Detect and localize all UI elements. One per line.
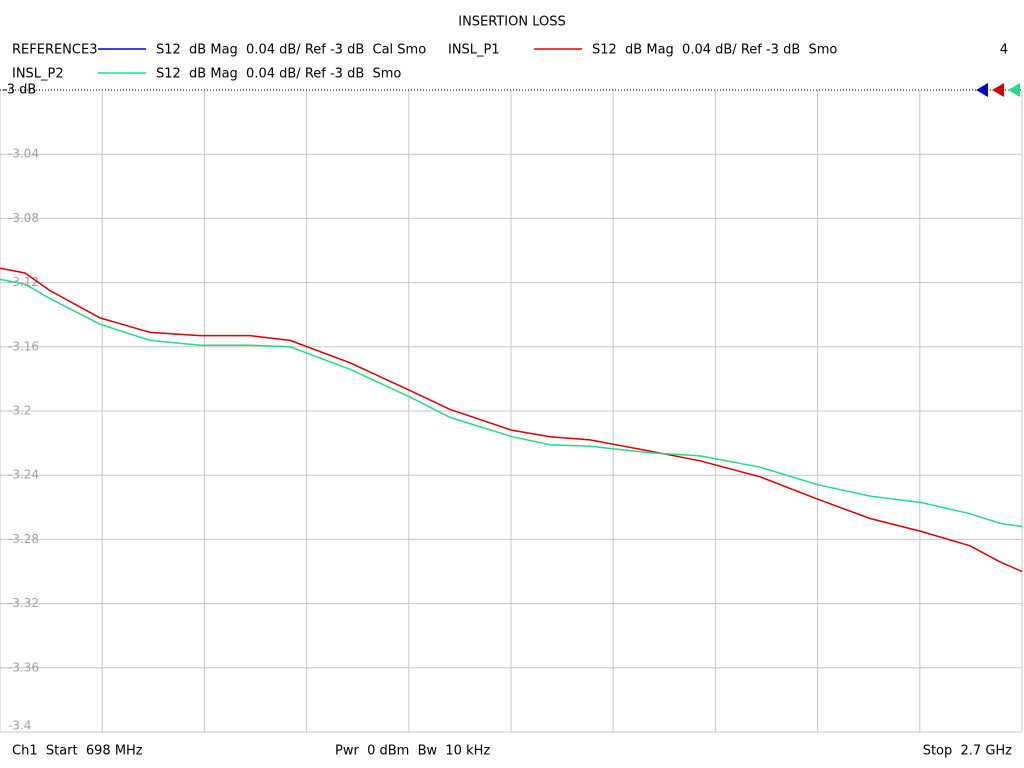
y-tick-label: -3.16 <box>8 339 39 353</box>
footer-power: Pwr 0 dBm Bw 10 kHz <box>335 744 490 759</box>
legend-name: INSL_P1 <box>448 43 500 58</box>
y-tick-label: -3.36 <box>8 660 39 674</box>
legend-name: REFERENCE3 <box>12 43 97 58</box>
chart-title: INSERTION LOSS <box>458 15 566 30</box>
reference-marker <box>976 83 988 97</box>
legend-description: S12 dB Mag 0.04 dB/ Ref -3 dB Smo <box>592 43 837 58</box>
reference-marker <box>992 83 1004 97</box>
y-tick-label: -3.12 <box>8 275 39 289</box>
y-tick-label: -3.24 <box>8 468 39 482</box>
trace <box>0 267 1023 573</box>
reference-marker <box>1008 83 1020 97</box>
y-tick-label: -3.4 <box>8 719 31 733</box>
footer-stop: Stop 2.7 GHz <box>923 744 1012 759</box>
y-tick-label: -3.04 <box>8 147 39 161</box>
legend-description: S12 dB Mag 0.04 dB/ Ref -3 dB Cal Smo <box>156 43 426 58</box>
legend-name: INSL_P2 <box>12 67 64 82</box>
y-tick-label: -3.08 <box>8 211 39 225</box>
y-tick-label: -3.28 <box>8 532 39 546</box>
y-tick-label: -3.2 <box>8 404 31 418</box>
y-tick-label: -3.32 <box>8 596 39 610</box>
marker-count: 4 <box>1000 43 1008 58</box>
trace <box>0 278 1023 528</box>
reference-label: -3 dB <box>2 83 36 98</box>
footer-start: Ch1 Start 698 MHz <box>12 744 143 759</box>
legend-description: S12 dB Mag 0.04 dB/ Ref -3 dB Smo <box>156 67 401 82</box>
